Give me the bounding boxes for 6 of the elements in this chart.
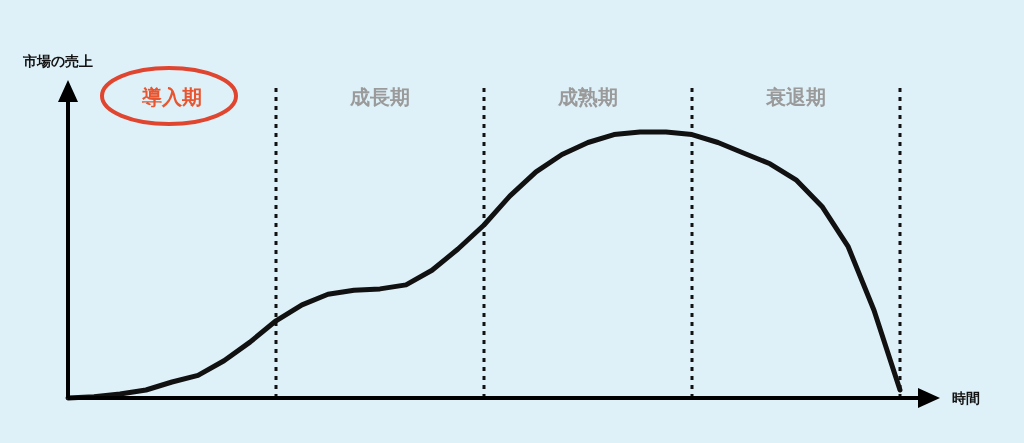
text: 成熟期 [557,85,618,109]
y-axis-title: 市場の売上 [22,53,93,69]
text: 衰退期 [765,85,826,109]
x-axis-title: 時間 [952,390,980,406]
text: 導入期 [141,85,202,109]
text: 成長期 [349,85,410,109]
